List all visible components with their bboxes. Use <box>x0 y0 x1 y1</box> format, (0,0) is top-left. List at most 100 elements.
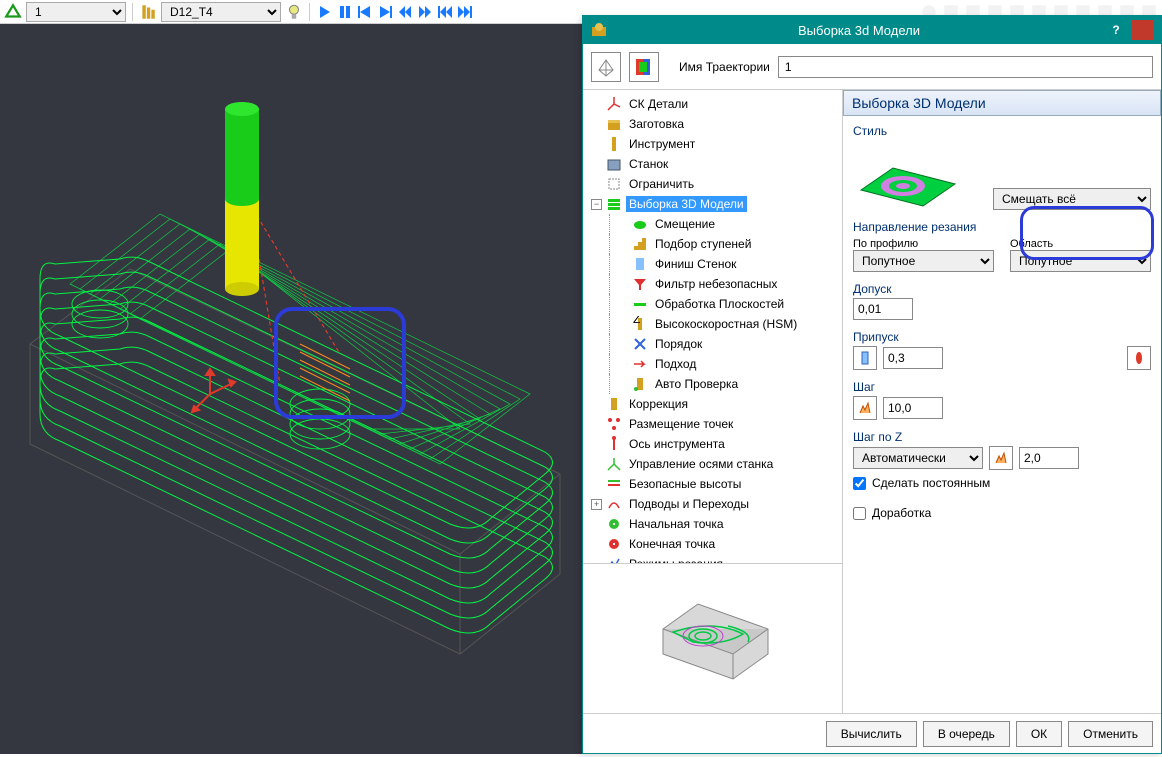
tree-item[interactable]: Смещение <box>583 214 842 234</box>
style-dropdown[interactable]: Смещать всё <box>993 188 1151 210</box>
step-back-icon[interactable] <box>356 3 374 21</box>
bulb-icon[interactable] <box>285 3 303 21</box>
tree-item[interactable]: Финиш Стенок <box>583 254 842 274</box>
tree-item-label: Финиш Стенок <box>652 256 739 272</box>
tree-item[interactable]: Порядок <box>583 334 842 354</box>
step-icon[interactable] <box>853 396 877 420</box>
dialog-footer: Вычислить В очередь ОК Отменить <box>583 713 1161 753</box>
tree-item[interactable]: Размещение точек <box>583 414 842 434</box>
tree-item[interactable]: Авто Проверка <box>583 374 842 394</box>
tree-item[interactable]: Режимы резания <box>583 554 842 563</box>
profile-dropdown[interactable]: Попутное <box>853 250 994 272</box>
form-pane: Выборка 3D Модели Стиль Смещать всё <box>843 90 1161 713</box>
feedrate-icon <box>606 556 622 563</box>
style-label: Стиль <box>853 124 1151 138</box>
allowance-icon[interactable] <box>853 346 877 370</box>
dialog-title-text: Выборка 3d Модели <box>613 23 1105 38</box>
trajectory-name-label: Имя Траектории <box>679 60 770 74</box>
tree-item[interactable]: Управление осями станка <box>583 454 842 474</box>
tree-item-label: Коррекция <box>626 396 691 412</box>
tool-dropdown[interactable]: D12_T4 <box>161 2 281 22</box>
tree-item[interactable]: +Подводы и Переходы <box>583 494 842 514</box>
tree-item[interactable]: Подход <box>583 354 842 374</box>
constant-label: Сделать постоянным <box>872 476 990 490</box>
cancel-button[interactable]: Отменить <box>1068 721 1153 747</box>
axis-icon <box>606 436 622 452</box>
offset-icon <box>632 216 648 232</box>
machine-icon <box>606 156 622 172</box>
close-icon[interactable] <box>1131 20 1153 40</box>
help-icon[interactable]: ? <box>1105 23 1127 37</box>
stepz-icon[interactable] <box>989 446 1013 470</box>
number-dropdown[interactable]: 1 <box>26 2 126 22</box>
skip-start-icon[interactable] <box>436 3 454 21</box>
style-thumb-icon <box>853 140 963 210</box>
tree-item[interactable]: Заготовка <box>583 114 842 134</box>
tree-item-label: Управление осями станка <box>626 456 776 472</box>
step-input[interactable] <box>883 397 943 419</box>
stepz-mode-dropdown[interactable]: Автоматически <box>853 447 983 469</box>
3d-viewport[interactable] <box>0 24 582 754</box>
dialog-titlebar[interactable]: Выборка 3d Модели ? <box>583 16 1161 44</box>
allowance-alt-icon[interactable] <box>1127 346 1151 370</box>
svg-text:Z: Z <box>633 316 640 326</box>
tolerance-label: Допуск <box>853 282 1151 296</box>
logo-icon[interactable] <box>4 3 22 21</box>
ok-button[interactable]: ОК <box>1016 721 1062 747</box>
tree-item-label: Заготовка <box>626 116 687 132</box>
tree-item[interactable]: Ось инструмента <box>583 434 842 454</box>
tree-item-label: Фильтр небезопасных <box>652 276 780 292</box>
tree-item[interactable]: Обработка Плоскостей <box>583 294 842 314</box>
ffwd-icon[interactable] <box>416 3 434 21</box>
tree-item[interactable]: Конечная точка <box>583 534 842 554</box>
area-dropdown[interactable]: Попутное <box>1010 250 1151 272</box>
constant-checkbox[interactable] <box>853 477 866 490</box>
tree-item-label: Станок <box>626 156 671 172</box>
play-icon[interactable] <box>316 3 334 21</box>
tree-item[interactable]: Z Высокоскоростная (HSM) <box>583 314 842 334</box>
skip-end-icon[interactable] <box>456 3 474 21</box>
allowance-input[interactable] <box>883 347 943 369</box>
tree-item[interactable]: Фильтр небезопасных <box>583 274 842 294</box>
tree-item[interactable]: Коррекция <box>583 394 842 414</box>
rest-label: Доработка <box>872 506 931 520</box>
rewind-icon[interactable] <box>396 3 414 21</box>
toggle-wire-icon[interactable] <box>591 52 621 82</box>
queue-button[interactable]: В очередь <box>923 721 1010 747</box>
tree-item[interactable]: Станок <box>583 154 842 174</box>
tree-item-label: Ось инструмента <box>626 436 728 452</box>
tree-item[interactable]: СК Детали <box>583 94 842 114</box>
rest-checkbox[interactable] <box>853 507 866 520</box>
tree-item[interactable]: Инструмент <box>583 134 842 154</box>
tree-item-label: Порядок <box>652 336 705 352</box>
tree-item-label: Подход <box>652 356 699 372</box>
check-icon <box>632 376 648 392</box>
wall-icon <box>632 256 648 272</box>
points-icon <box>606 416 622 432</box>
tree-item-label: Высокоскоростная (HSM) <box>652 316 800 332</box>
tree-item-label: Подбор ступеней <box>652 236 754 252</box>
pause-icon[interactable] <box>336 3 354 21</box>
toggle-color-icon[interactable] <box>629 52 659 82</box>
corr-icon <box>606 396 622 412</box>
stepz-input[interactable] <box>1019 447 1079 469</box>
tree-item-label: Безопасные высоты <box>626 476 744 492</box>
tree-item[interactable]: −Выборка 3D Модели <box>583 194 842 214</box>
calculate-button[interactable]: Вычислить <box>826 721 917 747</box>
filter-icon <box>632 276 648 292</box>
model-clearing-dialog: Выборка 3d Модели ? Имя Траектории СК Де… <box>582 15 1162 754</box>
tree-item-label: Инструмент <box>626 136 698 152</box>
form-header: Выборка 3D Модели <box>843 90 1161 116</box>
direction-label: Направление резания <box>853 220 1151 234</box>
tree-item-label: Режимы резания <box>626 556 726 563</box>
trajectory-name-input[interactable] <box>778 56 1153 78</box>
tolerance-input[interactable] <box>853 298 913 320</box>
step-fwd-icon[interactable] <box>376 3 394 21</box>
tree-item[interactable]: Подбор ступеней <box>583 234 842 254</box>
tree-item[interactable]: Безопасные высоты <box>583 474 842 494</box>
tree-item[interactable]: Ограничить <box>583 174 842 194</box>
tools-icon[interactable] <box>139 3 157 21</box>
tool-3d <box>225 102 259 296</box>
tree-item[interactable]: Начальная точка <box>583 514 842 534</box>
tree-item-label: Ограничить <box>626 176 697 192</box>
